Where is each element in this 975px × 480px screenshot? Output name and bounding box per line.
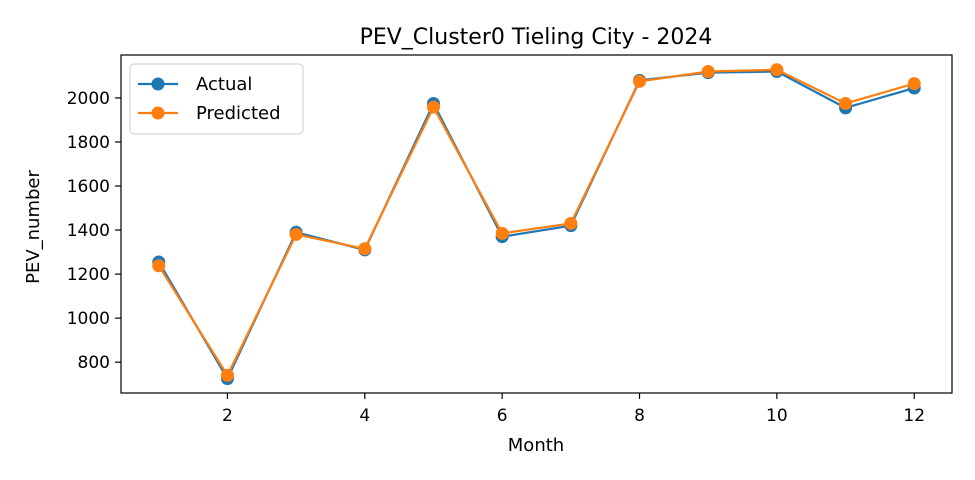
- y-axis-label: PEV_number: [23, 170, 44, 284]
- x-tick-label: 2: [222, 406, 233, 426]
- data-point-predicted: [907, 77, 921, 91]
- data-point-predicted: [289, 227, 303, 241]
- legend-marker-predicted: [151, 106, 165, 120]
- x-tick-label: 4: [359, 406, 370, 426]
- data-point-predicted: [220, 368, 234, 382]
- legend-box: [129, 63, 304, 135]
- chart-title: PEV_Cluster0 Tieling City - 2024: [360, 25, 713, 50]
- x-axis-label: Month: [508, 435, 564, 456]
- y-tick-label: 1400: [67, 221, 110, 241]
- data-point-predicted: [495, 226, 509, 240]
- data-point-predicted: [358, 242, 372, 256]
- x-tick-label: 10: [766, 406, 788, 426]
- data-point-predicted: [839, 96, 853, 110]
- data-point-predicted: [564, 216, 578, 230]
- x-tick-label: 6: [497, 406, 508, 426]
- plot-area: 2 4 6 8 10 12 800 1000 1200 1400 1600 1800 2000 Actua…: [67, 54, 953, 426]
- data-point-predicted: [633, 74, 647, 88]
- y-tick-label: 1600: [67, 177, 110, 197]
- legend-marker-actual: [151, 77, 165, 91]
- data-point-predicted: [152, 259, 166, 273]
- x-tick-label: 8: [634, 406, 645, 426]
- data-point-predicted: [426, 100, 440, 114]
- x-tick-label: 12: [903, 406, 925, 426]
- series-line-predicted: [157, 68, 915, 377]
- legend-label-predicted: Predicted: [196, 103, 281, 124]
- y-tick-label: 1000: [67, 309, 110, 329]
- y-tick-label: 800: [78, 353, 110, 373]
- legend-label-actual: Actual: [196, 74, 252, 95]
- axes-frame: [120, 54, 953, 394]
- data-point-predicted: [701, 65, 715, 79]
- y-tick-label: 2000: [67, 89, 110, 109]
- data-point-predicted: [770, 63, 784, 77]
- y-tick-label: 1200: [67, 265, 110, 285]
- y-tick-label: 1800: [67, 133, 110, 153]
